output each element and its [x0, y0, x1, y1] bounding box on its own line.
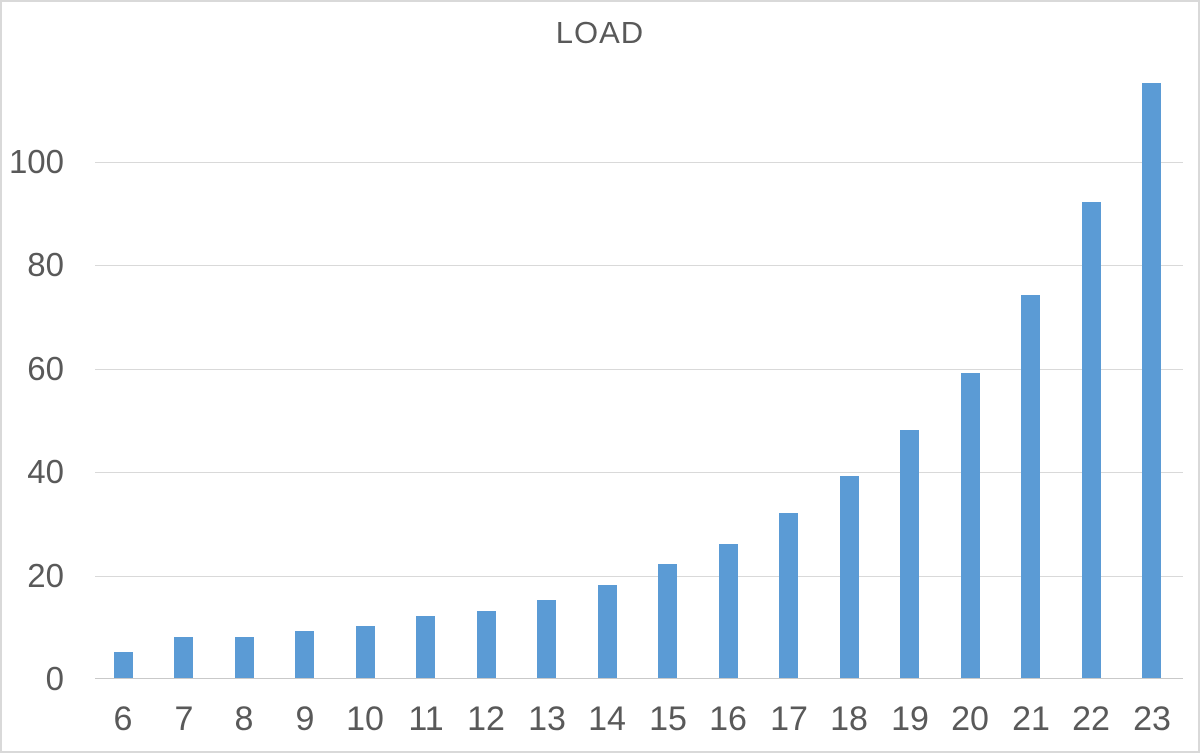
bar-16 [719, 544, 738, 678]
x-axis-tick-label: 10 [346, 700, 384, 738]
gridline [95, 576, 1183, 577]
x-axis-tick-label: 15 [649, 700, 687, 738]
gridline [95, 369, 1183, 370]
chart-title: LOAD [555, 15, 645, 50]
x-axis-tick-label: 22 [1072, 700, 1110, 738]
bar-6 [114, 652, 133, 678]
x-axis-tick-label: 20 [951, 700, 989, 738]
bar-15 [658, 564, 677, 678]
x-axis-tick-label: 19 [891, 700, 929, 738]
gridline [95, 162, 1183, 163]
x-axis-tick-label: 6 [113, 700, 133, 738]
bar-21 [1021, 295, 1040, 678]
y-axis-tick-label: 40 [27, 453, 64, 490]
y-axis-tick-label: 80 [27, 246, 64, 283]
x-axis-tick-label: 7 [174, 700, 194, 738]
x-axis-tick-label: 9 [295, 700, 315, 738]
gridline [95, 472, 1183, 473]
x-axis-tick-label: 11 [408, 700, 444, 738]
bar-10 [356, 626, 375, 678]
bar-22 [1082, 202, 1101, 678]
bar-13 [537, 600, 556, 678]
x-axis-tick-label: 14 [588, 700, 626, 738]
bar-17 [779, 513, 798, 678]
plot-area [95, 59, 1183, 679]
bar-20 [961, 373, 980, 678]
x-axis-tick-label: 18 [830, 700, 868, 738]
x-axis-tick-label: 17 [770, 700, 808, 738]
y-axis-tick-label: 100 [8, 143, 64, 180]
x-axis-tick-label: 12 [467, 700, 505, 738]
bar-7 [174, 637, 193, 678]
x-axis-tick-label: 16 [709, 700, 747, 738]
gridline [95, 265, 1183, 266]
bar-23 [1142, 83, 1161, 678]
bar-14 [598, 585, 617, 678]
x-axis-line [95, 678, 1183, 679]
x-axis-tick-label: 13 [528, 700, 566, 738]
x-axis-tick-label: 21 [1012, 700, 1050, 738]
bar-19 [900, 430, 919, 678]
bar-12 [477, 611, 496, 678]
bar-9 [295, 631, 314, 678]
bar-8 [235, 637, 254, 678]
y-axis-tick-label: 0 [45, 660, 64, 697]
y-axis-tick-label: 20 [27, 557, 64, 594]
x-axis-tick-label: 8 [234, 700, 254, 738]
bar-11 [416, 616, 435, 678]
y-axis-tick-label: 60 [27, 350, 64, 387]
x-axis-tick-label: 23 [1133, 700, 1171, 738]
bar-18 [840, 476, 859, 678]
